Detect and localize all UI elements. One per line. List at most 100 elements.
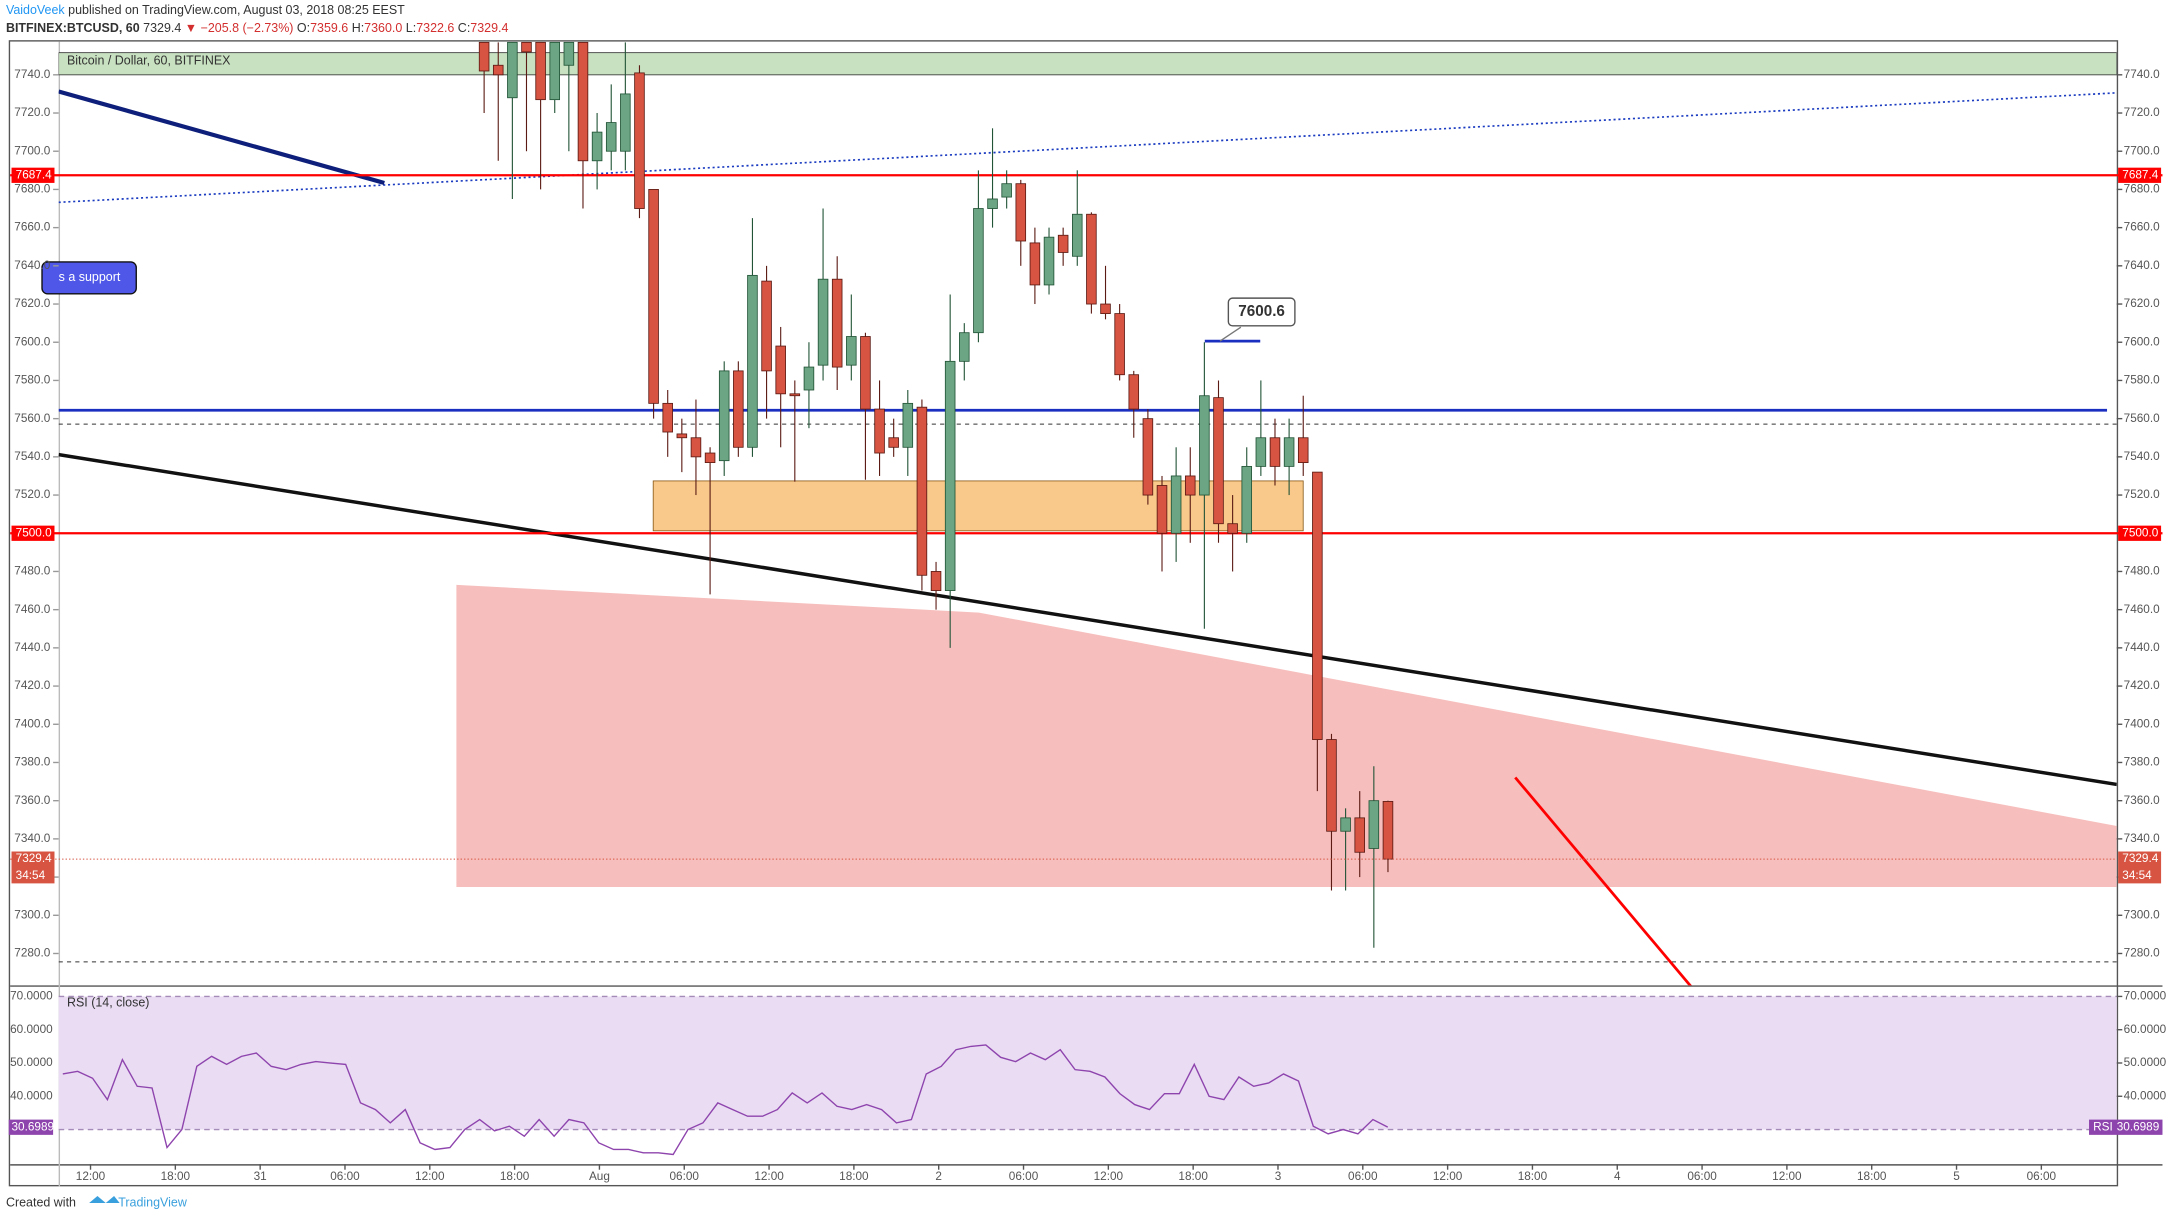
published: published on TradingView.com, August 03,… bbox=[68, 3, 405, 17]
candle-body bbox=[1283, 437, 1295, 467]
candle-body bbox=[1086, 213, 1097, 305]
candle-body bbox=[591, 131, 603, 162]
candle-body bbox=[1199, 395, 1210, 496]
footer-created: Created with bbox=[6, 1195, 76, 1209]
y-tick-label-left: 7740.0 bbox=[14, 68, 50, 81]
rsi-tag-text: 30.6989 bbox=[12, 1120, 55, 1133]
candle-body bbox=[1382, 801, 1394, 860]
last-price-tag bbox=[2118, 851, 2162, 884]
y-tick-label: 7620.0 bbox=[2124, 297, 2160, 310]
y-tick-label: 7580.0 bbox=[2124, 374, 2160, 387]
y-tick-label-left: 7720.0 bbox=[14, 106, 50, 119]
candle-body bbox=[1255, 437, 1267, 467]
x-tick-label: 18:00 bbox=[161, 1170, 191, 1183]
candle-body bbox=[690, 437, 702, 458]
candle-body bbox=[817, 278, 829, 366]
candle-body bbox=[1340, 817, 1351, 832]
candle-body bbox=[761, 280, 772, 372]
candle-body bbox=[535, 41, 546, 101]
candle-body bbox=[888, 437, 899, 448]
y-tick-label-left: 7700.0 bbox=[14, 144, 50, 157]
candle-body bbox=[1156, 485, 1168, 534]
candle-body bbox=[1043, 236, 1055, 286]
l-val: 7322.6 bbox=[416, 21, 454, 35]
y-tick-label: 7340.0 bbox=[2124, 832, 2160, 845]
y-tick-label: 7400.0 bbox=[2124, 717, 2160, 730]
y-tick-label: 7280.0 bbox=[2124, 947, 2160, 960]
y-tick-label: 7680.0 bbox=[2124, 183, 2160, 196]
candle-body bbox=[1269, 437, 1281, 467]
x-tick-label: 06:00 bbox=[1009, 1170, 1039, 1183]
x-tick-label: 12:00 bbox=[1772, 1170, 1802, 1183]
candle-body bbox=[704, 452, 716, 463]
candles bbox=[478, 41, 1394, 948]
rsi-tick-label-left: 60.0000 bbox=[10, 1023, 53, 1036]
symbol: BITFINEX:BTCUSD, 60 bbox=[6, 21, 140, 35]
candle-body bbox=[973, 208, 984, 334]
y-tick-label-left: 7520.0 bbox=[14, 488, 50, 501]
candle-body bbox=[944, 360, 956, 591]
candle-body bbox=[1142, 418, 1154, 496]
y-tick-label-left: 7580.0 bbox=[14, 374, 50, 387]
level-tag-text: 7500.0 bbox=[16, 526, 52, 539]
x-tick-label: 4 bbox=[1614, 1170, 1621, 1183]
candle-body bbox=[1114, 313, 1125, 376]
support-note-text: s a support bbox=[59, 270, 121, 284]
y-tick-label-left: 7660.0 bbox=[14, 221, 50, 234]
level-tag-text: 7500.0 bbox=[2122, 526, 2158, 539]
rsi-line bbox=[62, 1044, 1389, 1156]
y-tick-label-left: 7400.0 bbox=[14, 717, 50, 730]
h-key: H: bbox=[352, 21, 364, 35]
y-tick-label: 7560.0 bbox=[2124, 412, 2160, 425]
candle-body bbox=[1227, 523, 1238, 534]
channel-line bbox=[58, 92, 2117, 204]
x-tick-label: 18:00 bbox=[1178, 1170, 1208, 1183]
candle-body bbox=[1297, 437, 1309, 463]
rsi-tick-label: 60.0000 bbox=[2124, 1023, 2167, 1036]
candle-body bbox=[1184, 475, 1196, 496]
candle-body bbox=[789, 393, 801, 397]
x-tick-label: 18:00 bbox=[839, 1170, 869, 1183]
candle-body bbox=[1368, 800, 1380, 849]
x-tick-label: 06:00 bbox=[1687, 1170, 1717, 1183]
y-tick-label-left: 7460.0 bbox=[14, 603, 50, 616]
y-tick-label: 7440.0 bbox=[2124, 641, 2160, 654]
countdown: 34:54 bbox=[2122, 869, 2152, 882]
last-price-tag bbox=[11, 851, 55, 884]
rsi-tick-label-left: 50.0000 bbox=[10, 1056, 53, 1069]
last-price-text: 7329.4 bbox=[16, 852, 52, 865]
candle-body bbox=[1072, 213, 1083, 257]
candle-body bbox=[478, 41, 490, 72]
rsi-tag bbox=[8, 1119, 54, 1135]
change: ▼ −205.8 (−2.73%) bbox=[185, 21, 294, 35]
candle-body bbox=[1015, 183, 1027, 242]
y-tick-label: 7600.0 bbox=[2124, 335, 2160, 348]
x-tick-label: 18:00 bbox=[500, 1170, 530, 1183]
target-area bbox=[456, 584, 2117, 887]
y-tick-label-left: 7420.0 bbox=[14, 679, 50, 692]
candle-body bbox=[747, 274, 758, 448]
x-tick-label: 06:00 bbox=[330, 1170, 360, 1183]
candle-body bbox=[634, 72, 645, 209]
y-tick-label-left: 7560.0 bbox=[14, 412, 50, 425]
pane-title: Bitcoin / Dollar, 60, BITFINEX bbox=[67, 53, 231, 67]
candle-body bbox=[775, 345, 786, 395]
level-tag bbox=[2118, 525, 2162, 541]
h-val: 7360.0 bbox=[364, 21, 402, 35]
x-tick-label: 12:00 bbox=[754, 1170, 784, 1183]
level-tag-text: 7687.4 bbox=[2122, 168, 2158, 181]
candle-body bbox=[987, 198, 998, 209]
author: VaidoVeek bbox=[6, 3, 65, 17]
x-tick-label: 12:00 bbox=[76, 1170, 106, 1183]
o-val: 7359.6 bbox=[310, 21, 348, 35]
candle-body bbox=[648, 189, 659, 404]
y-tick-label-left: 7480.0 bbox=[14, 565, 50, 578]
rsi-title: RSI (14, close) bbox=[67, 996, 149, 1010]
candle-body bbox=[521, 41, 532, 53]
x-tick-label: 12:00 bbox=[1433, 1170, 1463, 1183]
x-tick-label: 2 bbox=[935, 1170, 942, 1183]
candle-body bbox=[1354, 817, 1365, 853]
y-tick-label-left: 7640.0 bbox=[14, 259, 50, 272]
